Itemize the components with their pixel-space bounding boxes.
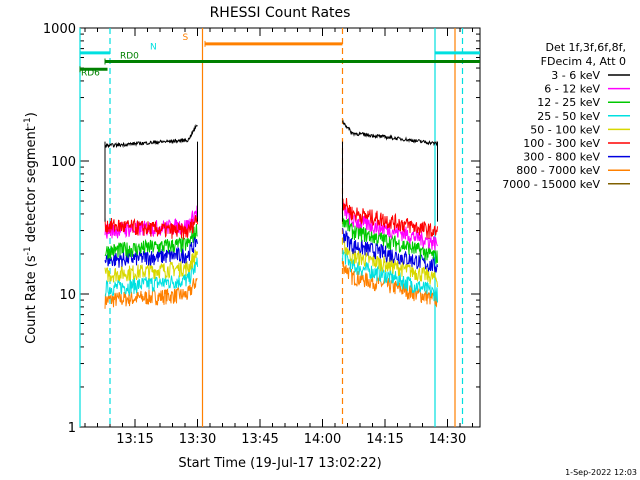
x-tick-label: 14:15 [366, 432, 403, 447]
chart-title: RHESSI Count Rates [210, 5, 351, 21]
series-trace [342, 119, 438, 147]
series-trace [342, 197, 438, 239]
x-tick-label: 13:15 [116, 432, 153, 447]
state-flag-bars: RD6 RD0 N S [79, 33, 480, 78]
series-trace [342, 259, 438, 308]
y-tick-label: 100 [51, 155, 76, 170]
series-trace [104, 223, 198, 260]
legend-entry-label: 100 - 300 keV [523, 137, 600, 150]
series-trace [342, 228, 438, 273]
series-trace [104, 233, 198, 268]
y-axis-label-part: Count Rate (s [24, 255, 39, 344]
y-axis-label-part: -1 [23, 117, 33, 126]
x-tick-label: 14:30 [429, 432, 466, 447]
flag-label: RD6 [81, 68, 100, 78]
legend-entry-label: 300 - 800 keV [523, 151, 600, 164]
series-trace [104, 257, 198, 297]
legend-entry-label: 25 - 50 keV [537, 110, 600, 123]
y-tick-label: 1 [68, 421, 76, 436]
legend-entry-label: 3 - 6 keV [551, 69, 600, 82]
series-lines [104, 119, 438, 309]
x-tick-label: 13:30 [179, 432, 216, 447]
series-trace [342, 236, 438, 288]
legend-entry-label: 12 - 25 keV [537, 96, 600, 109]
x-axis-label: Start Time (19-Jul-17 13:02:22) [178, 456, 381, 471]
legend-entry-label: 50 - 100 keV [530, 123, 600, 136]
legend-header: Det 1f,3f,6f,8f, [545, 41, 626, 54]
flag-label: RD0 [120, 51, 139, 61]
y-tick-label: 1000 [43, 22, 76, 37]
y-axis-ticks: 1 10 100 1000 [43, 22, 480, 436]
series-trace [104, 278, 198, 309]
y-axis-label-part: -1 [23, 246, 33, 255]
y-axis-label-part: ) [24, 112, 39, 117]
series-trace [104, 215, 198, 240]
flag-label: S [183, 33, 189, 43]
series-trace [342, 202, 438, 251]
time-markers [79, 28, 464, 427]
footer-date: 1-Sep-2022 12:03 [565, 468, 637, 477]
y-axis-label: Count Rate (s-1 detector segment-1) [23, 112, 39, 344]
series-trace [342, 212, 438, 264]
x-tick-label: 14:00 [304, 432, 341, 447]
series-trace [104, 124, 198, 149]
y-tick-label: 10 [59, 288, 76, 303]
legend-entry-label: 6 - 12 keV [544, 83, 600, 96]
x-axis-ticks: 13:15 13:30 13:45 14:00 14:15 14:30 [84, 28, 473, 447]
flag-label: N [150, 42, 157, 52]
x-tick-label: 13:45 [241, 432, 278, 447]
y-axis-label-part: detector segment [24, 126, 39, 246]
legend: Det 1f,3f,6f,8f,FDecim 4, Att 03 - 6 keV… [502, 41, 630, 191]
legend-entry-label: 7000 - 15000 keV [502, 178, 600, 191]
series-trace [104, 249, 198, 283]
legend-header: FDecim 4, Att 0 [541, 55, 626, 68]
legend-entry-label: 800 - 7000 keV [516, 164, 600, 177]
